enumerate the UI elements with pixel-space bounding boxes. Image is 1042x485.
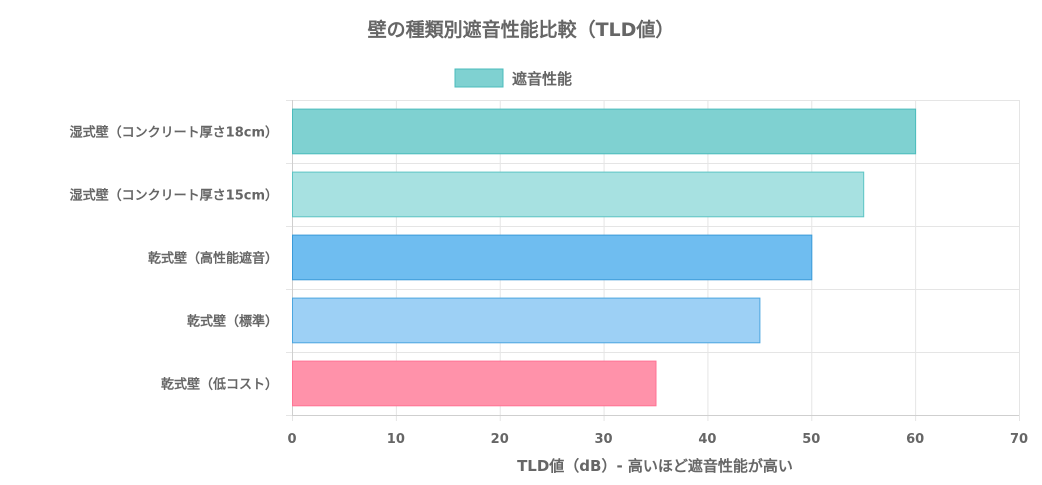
legend-label: 遮音性能 xyxy=(512,70,572,88)
x-tick-label: 30 xyxy=(595,432,613,447)
x-tick-label: 60 xyxy=(906,432,924,447)
category-label: 乾式壁（標準） xyxy=(187,314,278,330)
x-tick-label: 70 xyxy=(1010,432,1028,447)
x-tick-label: 0 xyxy=(287,432,296,447)
x-tick-labels: 0 10 20 30 40 50 60 70 xyxy=(287,432,1028,447)
bar[interactable] xyxy=(292,297,761,344)
bars xyxy=(292,108,917,407)
category-labels: 湿式壁（コンクリート厚さ18cm） 湿式壁（コンクリート厚さ15cm） 乾式壁（高性… xyxy=(70,125,278,393)
category-label: 湿式壁（コンクリート厚さ18cm） xyxy=(70,125,278,141)
category-label: 湿式壁（コンクリート厚さ15cm） xyxy=(70,188,278,204)
legend-swatch xyxy=(454,68,504,88)
legend[interactable]: 遮音性能 xyxy=(454,68,572,88)
x-tick-label: 10 xyxy=(387,432,405,447)
category-label: 乾式壁（低コスト） xyxy=(161,377,278,393)
category-label: 乾式壁（高性能遮音） xyxy=(148,251,278,267)
x-tick-label: 50 xyxy=(802,432,820,447)
x-axis-title: TLD値（dB）- 高いほど遮音性能が高い xyxy=(517,457,793,475)
x-tick-label: 40 xyxy=(698,432,716,447)
bar[interactable] xyxy=(292,360,657,407)
bar[interactable] xyxy=(292,108,917,155)
x-tick-label: 20 xyxy=(491,432,509,447)
chart-title: 壁の種類別遮音性能比較（TLD値） xyxy=(368,18,675,41)
bar[interactable] xyxy=(292,234,813,281)
bar[interactable] xyxy=(292,171,865,218)
